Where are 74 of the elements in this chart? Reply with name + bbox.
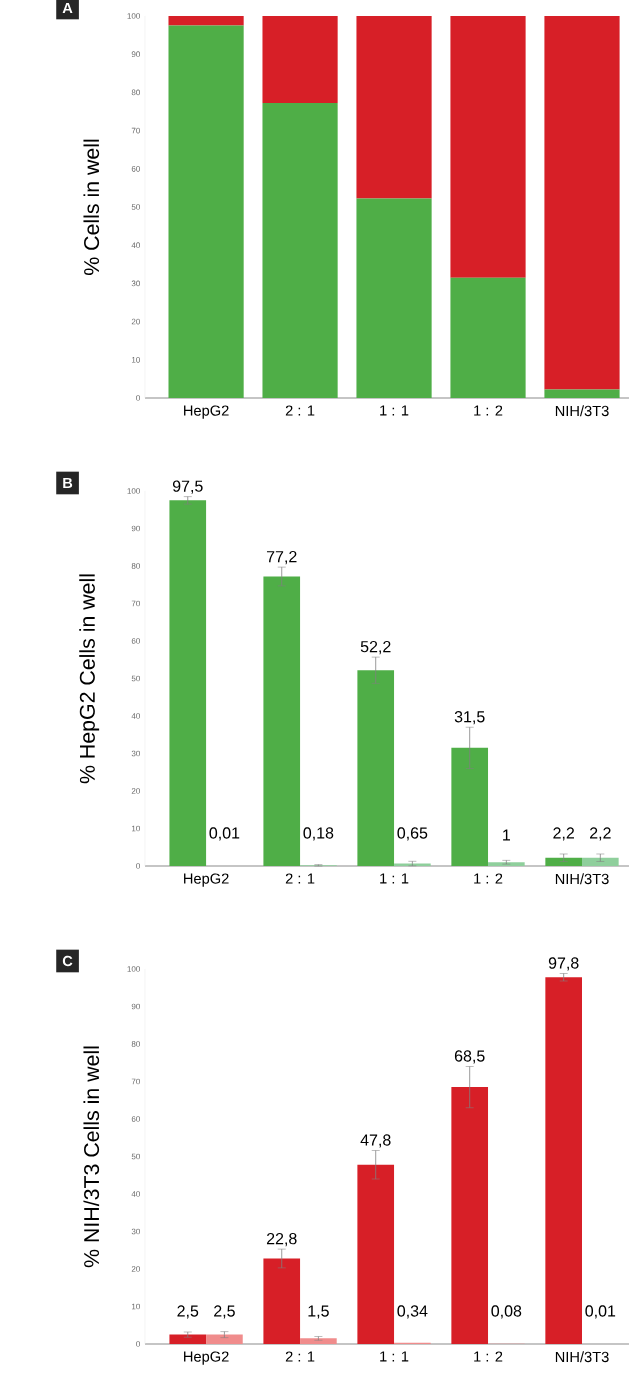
x-tick-label: HepG2 xyxy=(184,405,229,419)
y-tick-label: 50 xyxy=(131,204,140,210)
data-label: 97,8 xyxy=(548,957,579,971)
y-tick-label: 100 xyxy=(127,966,140,972)
y-axis-title: % NIH/3T3 Cells in well xyxy=(83,1046,100,1268)
y-tick-label: 20 xyxy=(131,788,140,794)
chart-title: C xyxy=(62,955,73,967)
data-label: 0,65 xyxy=(397,827,428,841)
y-tick-label: 40 xyxy=(131,1191,140,1197)
x-tick-label: 1 : 1 xyxy=(380,1351,409,1362)
data-label: 2,2 xyxy=(553,827,574,841)
y-tick-label: 60 xyxy=(131,638,140,644)
x-tick-label: 1 : 1 xyxy=(380,873,409,884)
data-label: 47,8 xyxy=(360,1134,391,1148)
y-tick-label: 90 xyxy=(131,525,140,532)
data-label: 2,2 xyxy=(590,827,611,841)
data-label: 77,2 xyxy=(266,550,297,565)
y-tick-label: 90 xyxy=(131,1003,140,1010)
data-label: 68,5 xyxy=(454,1050,485,1064)
y-tick-label: 0 xyxy=(136,1341,140,1347)
chart-title: A xyxy=(62,2,73,14)
y-tick-label: 20 xyxy=(131,318,140,325)
data-label: 52,2 xyxy=(360,640,391,655)
y-tick-label: 100 xyxy=(127,488,140,494)
y-tick-label: 10 xyxy=(132,356,140,363)
y-tick-label: 50 xyxy=(131,1153,140,1160)
x-tick-label: 1 : 2 xyxy=(474,405,503,416)
x-tick-label: 2 : 1 xyxy=(285,1351,315,1362)
y-tick-label: 60 xyxy=(131,165,140,172)
data-label: 0,01 xyxy=(209,827,240,841)
x-tick-label: 1 : 2 xyxy=(474,873,503,884)
data-label: 2,5 xyxy=(177,1305,199,1319)
y-tick-label: 20 xyxy=(131,1266,140,1272)
data-label: 0,34 xyxy=(397,1305,428,1319)
y-tick-label: 40 xyxy=(131,242,140,249)
y-tick-label: 50 xyxy=(131,675,140,682)
y-tick-label: 40 xyxy=(131,713,140,719)
y-tick-label: 90 xyxy=(131,51,140,58)
data-label: 0,01 xyxy=(585,1305,616,1319)
x-tick-label: 1 : 1 xyxy=(380,405,409,416)
y-tick-label: 80 xyxy=(131,89,140,96)
x-tick-label: HepG2 xyxy=(184,1351,229,1365)
chart-title: B xyxy=(63,477,73,489)
data-label: 2,5 xyxy=(214,1305,235,1319)
y-tick-label: 80 xyxy=(131,563,140,569)
y-tick-label: 10 xyxy=(132,825,140,832)
y-tick-label: 70 xyxy=(131,127,140,134)
x-tick-label: NIH/3T3 xyxy=(555,873,609,885)
y-tick-label: 10 xyxy=(132,1303,140,1310)
x-tick-label: HepG2 xyxy=(184,873,229,887)
data-label: 0,18 xyxy=(303,827,334,841)
x-tick-label: NIH/3T3 xyxy=(555,1351,609,1363)
data-label: 31,5 xyxy=(454,711,485,725)
x-tick-label: 1 : 2 xyxy=(474,1351,503,1362)
y-tick-label: 0 xyxy=(136,395,140,401)
y-tick-label: 70 xyxy=(131,600,140,607)
y-tick-label: 30 xyxy=(131,750,140,757)
x-tick-label: NIH/3T3 xyxy=(555,405,609,417)
data-label: 22,8 xyxy=(266,1232,297,1247)
y-tick-label: 60 xyxy=(131,1116,140,1122)
data-label: 0,08 xyxy=(491,1305,522,1319)
data-label: 1,5 xyxy=(308,1305,329,1319)
x-tick-label: 2 : 1 xyxy=(285,405,315,416)
y-tick-label: 30 xyxy=(131,280,140,287)
y-tick-label: 30 xyxy=(131,1228,140,1235)
y-tick-label: 80 xyxy=(131,1041,140,1047)
x-tick-label: 2 : 1 xyxy=(285,873,315,884)
y-tick-label: 0 xyxy=(136,863,140,869)
data-label: 1 xyxy=(503,829,511,841)
y-axis-title: % Cells in well xyxy=(83,139,100,275)
y-axis-title: % HepG2 Cells in well xyxy=(79,574,100,784)
y-tick-label: 100 xyxy=(127,13,140,19)
data-label: 97,5 xyxy=(172,480,203,494)
y-tick-label: 70 xyxy=(131,1078,140,1085)
